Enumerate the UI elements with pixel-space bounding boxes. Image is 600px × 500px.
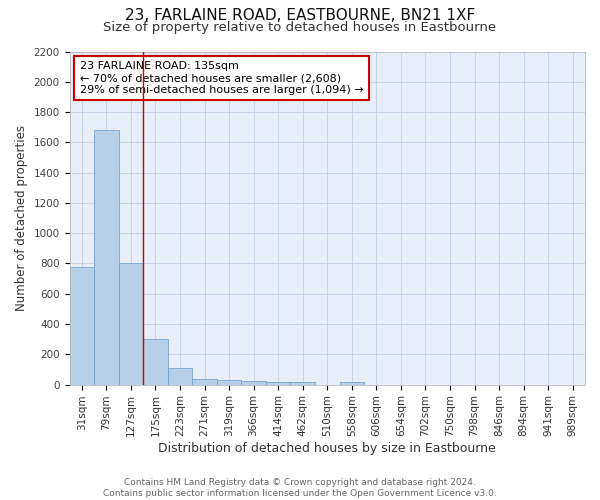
Bar	[192, 378, 217, 384]
X-axis label: Distribution of detached houses by size in Eastbourne: Distribution of detached houses by size …	[158, 442, 496, 455]
Bar	[290, 382, 315, 384]
Bar	[217, 380, 241, 384]
Bar	[119, 264, 143, 384]
Text: Size of property relative to detached houses in Eastbourne: Size of property relative to detached ho…	[103, 21, 497, 34]
Bar	[266, 382, 290, 384]
Y-axis label: Number of detached properties: Number of detached properties	[15, 125, 28, 311]
Bar	[340, 382, 364, 384]
Bar	[143, 339, 168, 384]
Text: Contains HM Land Registry data © Crown copyright and database right 2024.
Contai: Contains HM Land Registry data © Crown c…	[103, 478, 497, 498]
Bar	[168, 368, 192, 384]
Text: 23 FARLAINE ROAD: 135sqm
← 70% of detached houses are smaller (2,608)
29% of sem: 23 FARLAINE ROAD: 135sqm ← 70% of detach…	[80, 62, 364, 94]
Bar	[70, 268, 94, 384]
Bar	[241, 381, 266, 384]
Text: 23, FARLAINE ROAD, EASTBOURNE, BN21 1XF: 23, FARLAINE ROAD, EASTBOURNE, BN21 1XF	[125, 8, 475, 22]
Bar	[94, 130, 119, 384]
